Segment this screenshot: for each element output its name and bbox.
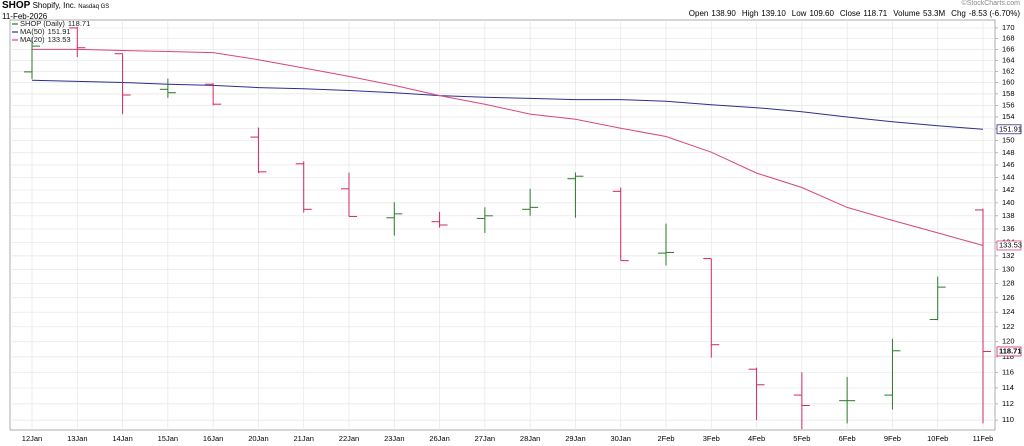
y-tick-label: 124 <box>1002 307 1015 316</box>
y-tick-label: 146 <box>1002 160 1015 169</box>
quote-item: Low 109.60 <box>792 9 834 18</box>
y-tick-label: 142 <box>1002 185 1015 194</box>
plot-area <box>9 19 996 431</box>
y-tick-label: 160 <box>1002 78 1015 87</box>
legend-value: 133.53 <box>48 35 71 44</box>
x-tick-label: 12Jan <box>22 434 42 443</box>
y-tick-label: 148 <box>1002 148 1015 157</box>
quote-label: Volume <box>893 9 920 18</box>
header: SHOP Shopify, Inc. Nasdaq GS 11-Feb-2026 <box>2 0 110 22</box>
y-tick-label: 156 <box>1002 100 1015 109</box>
quote-label: Chg <box>951 9 966 18</box>
quote-value: 138.90 <box>711 9 736 18</box>
x-tick-label: 26Jan <box>429 434 449 443</box>
y-tick-label: 126 <box>1002 293 1015 302</box>
quote-label: Low <box>791 9 807 18</box>
company: Shopify, Inc. <box>32 1 77 10</box>
x-tick-label: 15Jan <box>158 434 178 443</box>
exchange: Nasdaq GS <box>78 4 110 10</box>
y-tick-label: 162 <box>1002 66 1015 75</box>
legend-label: SHOP (Daily) 118.71 <box>20 19 90 28</box>
x-tick-label: 9Feb <box>884 434 901 443</box>
x-tick-label: 14Jan <box>112 434 132 443</box>
y-tick-label: 140 <box>1002 198 1015 207</box>
x-tick-label: 28Jan <box>520 434 540 443</box>
x-tick-label: 11Feb <box>973 434 994 443</box>
legend-value: 118.71 <box>68 19 90 28</box>
x-tick-label: 5Feb <box>793 434 810 443</box>
symbol: SHOP <box>2 0 31 11</box>
legend-name: SHOP (Daily) <box>20 19 65 28</box>
value-box <box>996 240 1022 251</box>
x-tick-label: 27Jan <box>475 434 495 443</box>
y-tick-label: 136 <box>1002 224 1015 233</box>
y-tick-label: 110 <box>1002 415 1014 424</box>
y-tick-label: 150 <box>1002 136 1015 145</box>
value-box <box>996 346 1022 357</box>
quote: Open 138.90 High 139.10 Low 109.60 Close 118.71… <box>689 9 1020 18</box>
y-tick-label: 120 <box>1002 337 1015 346</box>
x-tick-label: 29Jan <box>565 434 585 443</box>
y-tick-label: 158 <box>1002 89 1015 98</box>
y-tick-label: 170 <box>1002 23 1015 32</box>
y-tick-label: 154 <box>1002 112 1015 121</box>
y-tick-label: 164 <box>1002 55 1015 64</box>
x-tick-label: 21Jan <box>293 434 313 443</box>
quote-label: Open <box>688 9 709 18</box>
x-tick-label: 2Feb <box>657 434 674 443</box>
legend-name: MA(50) <box>20 27 45 36</box>
y-tick-label: 130 <box>1002 265 1015 274</box>
y-tick-label: 166 <box>1002 44 1015 53</box>
x-tick-label: 4Feb <box>748 434 765 443</box>
x-tick-label: 13Jan <box>67 434 87 443</box>
legend-label: MA(20) 133.53 <box>20 35 71 44</box>
quote-value: -8.53 (-6.70%) <box>968 9 1020 18</box>
date: 11-Feb-2026 <box>2 12 48 21</box>
y-tick-label: 112 <box>1002 399 1014 408</box>
x-tick-label: 23Jan <box>384 434 404 443</box>
quote-item: Open 138.90 <box>689 9 736 18</box>
quote-item: Close 118.71 <box>840 9 887 18</box>
ma-line <box>31 79 984 130</box>
ma-line <box>32 48 984 246</box>
quote-item: Chg -8.53 (-6.70%) <box>951 9 1020 18</box>
y-tick-label: 116 <box>1002 367 1014 376</box>
quote-value: 139.10 <box>761 9 786 18</box>
quote-value: 118.71 <box>863 9 888 18</box>
y-tick-label: 122 <box>1002 322 1015 331</box>
quote-item: Volume 53.3M <box>893 9 945 18</box>
quote-value: 109.60 <box>809 9 834 18</box>
x-tick-label: 22Jan <box>339 434 359 443</box>
watermark: ©StockCharts.com <box>961 0 1020 7</box>
y-tick-label: 128 <box>1002 279 1015 288</box>
value-box-label: 133.53 <box>999 240 1022 249</box>
y-tick-label: 138 <box>1002 211 1015 220</box>
y-tick-label: 144 <box>1002 172 1015 181</box>
legend-name: MA(20) <box>20 35 45 44</box>
legend-label: MA(50) 151.91 <box>20 27 71 36</box>
x-tick-label: 10Feb <box>927 434 948 443</box>
value-box <box>996 124 1022 135</box>
quote-item: High 139.10 <box>742 9 786 18</box>
y-tick-label: 114 <box>1002 383 1014 392</box>
x-tick-label: 16Jan <box>203 434 223 443</box>
legend-value: 151.91 <box>48 27 71 36</box>
quote-value: 53.3M <box>922 9 946 18</box>
value-box-label: 118.71 <box>999 346 1022 355</box>
quote-label: High <box>741 9 759 18</box>
x-tick-label: 20Jan <box>248 434 268 443</box>
x-tick-label: 30Jan <box>610 434 630 443</box>
y-tick-label: 132 <box>1002 251 1015 260</box>
x-tick-label: 3Feb <box>703 434 720 443</box>
value-box-label: 151.91 <box>999 124 1022 133</box>
x-tick-label: 6Feb <box>839 434 856 443</box>
quote-label: Close <box>839 9 861 18</box>
y-tick-label: 168 <box>1002 34 1015 43</box>
